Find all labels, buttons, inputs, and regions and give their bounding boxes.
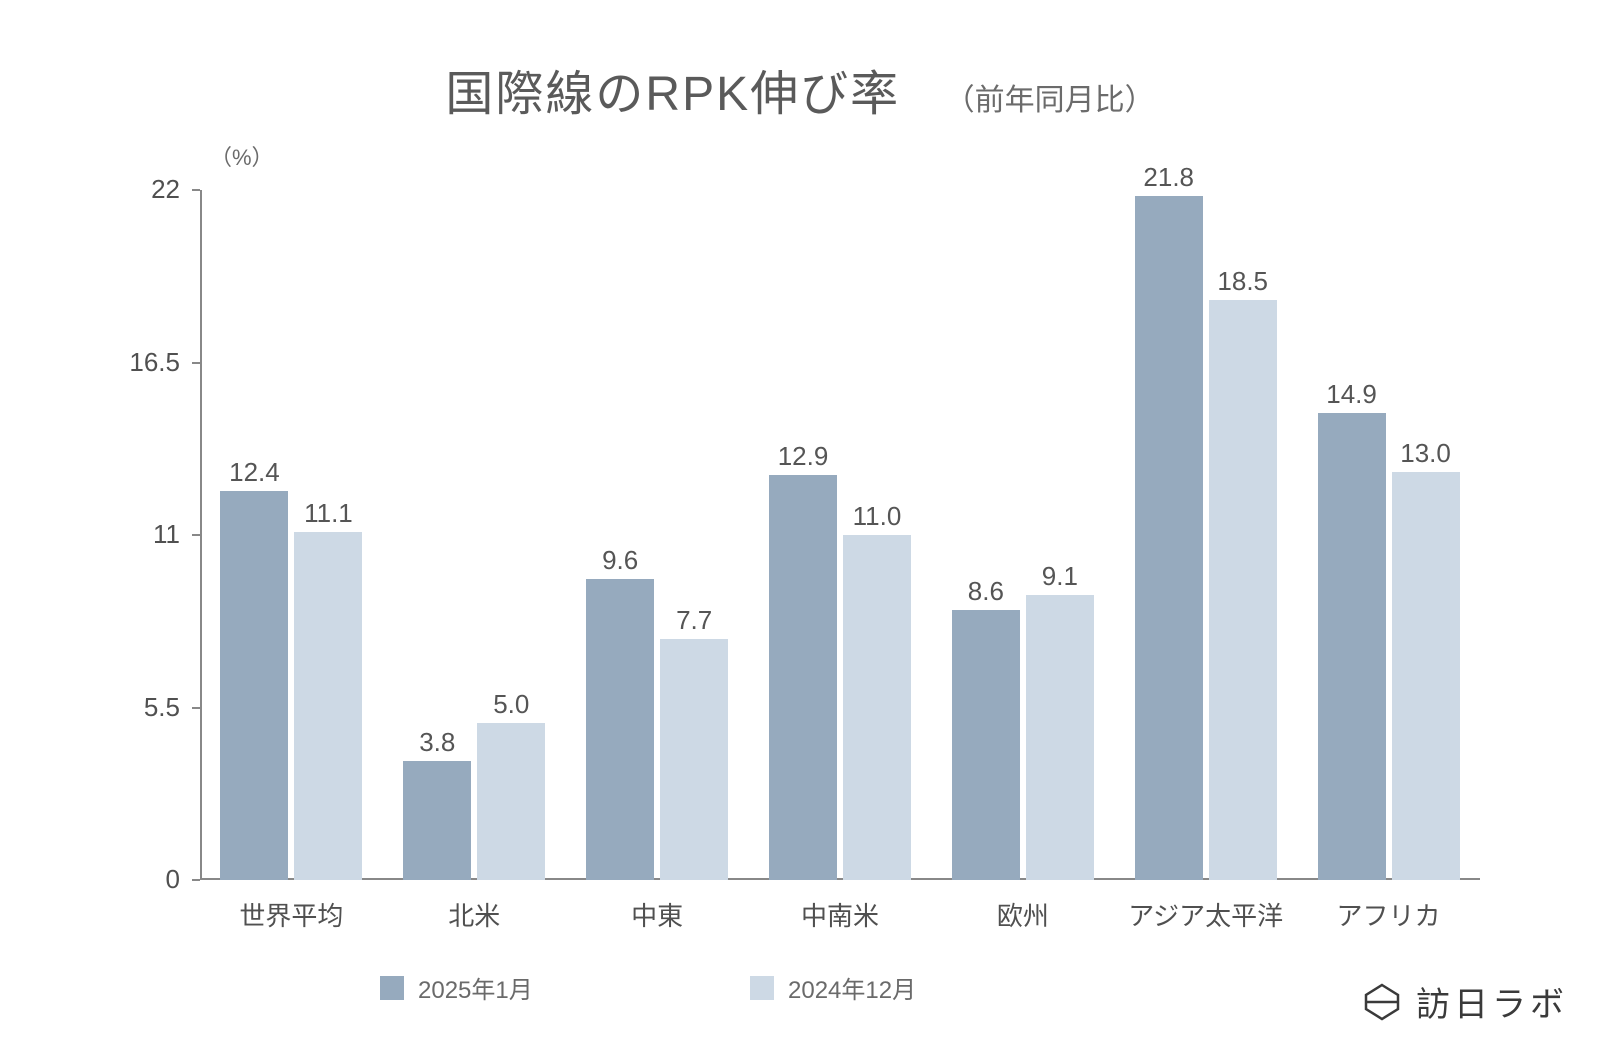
x-tick-label: アフリカ — [1337, 896, 1441, 933]
bar — [1026, 595, 1094, 880]
y-tick-mark — [192, 534, 200, 536]
y-tick-mark — [192, 362, 200, 364]
bar — [477, 723, 545, 880]
y-tick-label: 0 — [100, 864, 180, 895]
bar-value-label: 5.0 — [493, 689, 529, 720]
bar — [660, 639, 728, 881]
bar — [1209, 300, 1277, 880]
bar — [843, 535, 911, 880]
x-tick-label: 北米 — [448, 896, 500, 933]
bar — [1318, 413, 1386, 880]
bar-value-label: 13.0 — [1400, 438, 1451, 469]
bar — [769, 475, 837, 880]
legend-item: 2024年12月 — [750, 970, 916, 1005]
bar — [586, 579, 654, 880]
bar-value-label: 12.4 — [229, 457, 280, 488]
bar — [1392, 472, 1460, 880]
bar — [1135, 196, 1203, 880]
legend-swatch — [750, 976, 774, 1000]
chart-title: 国際線のRPK伸び率 — [445, 54, 900, 124]
x-tick-label: 欧州 — [997, 896, 1049, 933]
bar-value-label: 12.9 — [778, 441, 829, 472]
bar-value-label: 3.8 — [419, 727, 455, 758]
y-tick-label: 16.5 — [100, 347, 180, 378]
x-tick-label: 世界平均 — [239, 896, 343, 933]
y-tick-mark — [192, 189, 200, 191]
brand-badge: 訪日ラボ — [1362, 977, 1568, 1026]
plot-area — [200, 190, 1480, 880]
bar-value-label: 18.5 — [1217, 266, 1268, 297]
bar-value-label: 9.1 — [1042, 561, 1078, 592]
bar — [220, 491, 288, 880]
y-tick-mark — [192, 707, 200, 709]
bar-value-label: 11.1 — [304, 498, 353, 529]
y-tick-label: 11 — [100, 519, 180, 550]
x-tick-label: アジア太平洋 — [1128, 896, 1283, 933]
y-tick-label: 22 — [100, 174, 180, 205]
legend-label: 2024年12月 — [788, 970, 916, 1005]
bar-value-label: 11.0 — [853, 501, 902, 532]
bar — [403, 761, 471, 880]
x-tick-label: 中東 — [631, 896, 683, 933]
chart-title-row: 国際線のRPK伸び率 （前年同月比） — [0, 54, 1600, 124]
y-axis-line — [200, 190, 202, 880]
bar-value-label: 14.9 — [1326, 379, 1377, 410]
bar — [952, 610, 1020, 880]
y-tick-label: 5.5 — [100, 692, 180, 723]
bar-value-label: 7.7 — [676, 605, 712, 636]
brand-text: 訪日ラボ — [1416, 977, 1568, 1026]
bar — [294, 532, 362, 880]
brand-icon — [1362, 982, 1402, 1022]
y-axis-unit: （%） — [210, 140, 274, 172]
chart-subtitle: （前年同月比） — [945, 75, 1155, 119]
bar-value-label: 8.6 — [968, 576, 1004, 607]
legend-label: 2025年1月 — [418, 970, 533, 1005]
bar-value-label: 9.6 — [602, 545, 638, 576]
y-tick-mark — [192, 879, 200, 881]
legend-swatch — [380, 976, 404, 1000]
bar-value-label: 21.8 — [1143, 162, 1194, 193]
x-tick-label: 中南米 — [801, 896, 879, 933]
legend-item: 2025年1月 — [380, 970, 533, 1005]
x-axis-line — [200, 878, 1480, 880]
